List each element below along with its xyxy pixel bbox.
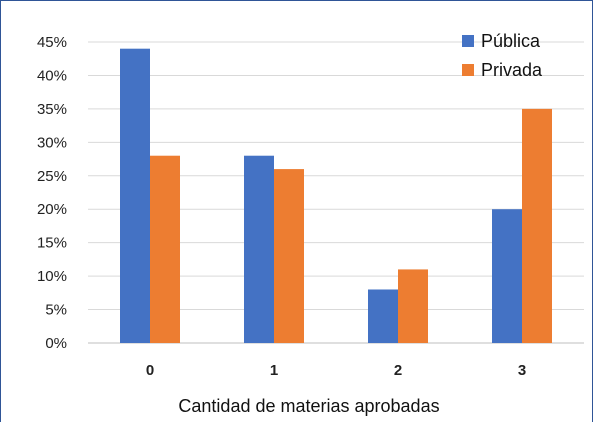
y-tick-label: 0% [45,335,67,352]
y-axis-ticks: 0% 5% 10% 15% 20% 25% 30% 35% 40% 45% [37,34,67,352]
legend: Pública Privada [462,31,543,80]
legend-label: Pública [481,31,541,51]
legend-label: Privada [481,60,543,80]
y-tick-label: 30% [37,134,67,151]
bar-p-blica-1 [244,155,274,343]
x-tick-label: 3 [518,362,526,379]
bars [120,48,552,343]
bar-privada-2 [398,269,428,343]
y-tick-label: 15% [37,235,67,252]
y-tick-label: 10% [37,268,67,285]
y-tick-label: 45% [37,34,67,51]
y-tick-label: 40% [37,67,67,84]
y-tick-label: 20% [37,201,67,218]
x-axis-ticks: 0 1 2 3 [146,362,526,379]
bar-privada-0 [150,155,180,343]
x-tick-label: 0 [146,362,154,379]
legend-swatch [462,35,474,47]
y-tick-label: 35% [37,101,67,118]
x-axis-title: Cantidad de materias aprobadas [178,396,439,416]
y-tick-label: 5% [45,302,67,319]
bar-p-blica-3 [492,209,522,343]
legend-swatch [462,64,474,76]
y-tick-label: 25% [37,168,67,185]
bar-p-blica-0 [120,48,150,343]
x-tick-label: 2 [394,362,402,379]
bar-privada-3 [522,108,552,343]
bar-privada-1 [274,169,304,343]
bar-p-blica-2 [368,289,398,343]
x-tick-label: 1 [270,362,278,379]
